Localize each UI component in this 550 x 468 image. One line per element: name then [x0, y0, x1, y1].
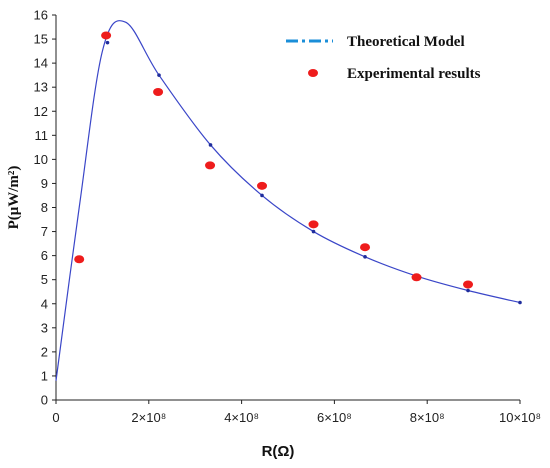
- experimental-point: [101, 31, 112, 40]
- legend: Theoretical Model Experimental results: [286, 34, 481, 82]
- y-tick-label: 0: [41, 393, 48, 408]
- y-tick-label: 15: [34, 32, 48, 47]
- x-tick-label: 4×10⁸: [224, 410, 259, 425]
- x-tick-label: 6×10⁸: [317, 410, 352, 425]
- theoretical-point: [466, 288, 470, 293]
- experimental-point: [153, 88, 164, 96]
- y-tick-label: 12: [34, 104, 48, 119]
- theoretical-point: [311, 229, 316, 234]
- y-tick-label: 7: [41, 224, 48, 239]
- x-tick-label: 0: [52, 410, 59, 425]
- experimental-point: [463, 280, 474, 289]
- experimental-point: [257, 181, 268, 190]
- theoretical-point: [208, 143, 213, 147]
- y-tick-label: 13: [34, 80, 48, 95]
- experimental-point: [308, 220, 319, 229]
- y-tick-label: 9: [41, 176, 48, 191]
- theoretical-point: [105, 40, 110, 45]
- y-tick-label: 16: [34, 8, 48, 23]
- legend-label-theoretical: Theoretical Model: [347, 34, 465, 50]
- y-tick-label: 1: [41, 368, 48, 383]
- y-tick-label: 10: [34, 152, 48, 167]
- experimental-point: [74, 255, 85, 264]
- theoretical-point: [363, 255, 367, 259]
- x-tick-label: 8×10⁸: [410, 410, 445, 425]
- y-tick-label: 3: [41, 320, 48, 335]
- x-axis-title: R(Ω): [262, 443, 295, 460]
- theoretical-point: [157, 73, 161, 77]
- x-tick-label: 2×10⁸: [131, 410, 166, 425]
- theoretical-point: [518, 300, 522, 305]
- experimental-point: [411, 273, 422, 282]
- experimental-point: [360, 243, 371, 252]
- y-tick-label: 6: [41, 248, 48, 263]
- experimental-point: [205, 161, 216, 170]
- legend-marker-experimental: [308, 69, 318, 77]
- y-tick-label: 5: [41, 272, 48, 287]
- y-tick-label: 4: [41, 296, 48, 311]
- theoretical-point: [260, 193, 264, 198]
- legend-label-experimental: Experimental results: [347, 66, 481, 82]
- y-tick-label: 14: [34, 56, 48, 71]
- y-tick-label: 8: [41, 200, 48, 215]
- series-layer: [55, 20, 522, 381]
- y-tick-label: 2: [41, 344, 48, 359]
- x-tick-label: 10×10⁸: [499, 410, 541, 425]
- y-tick-label: 11: [35, 128, 49, 143]
- y-axis-title: P(μW/m²): [6, 166, 22, 230]
